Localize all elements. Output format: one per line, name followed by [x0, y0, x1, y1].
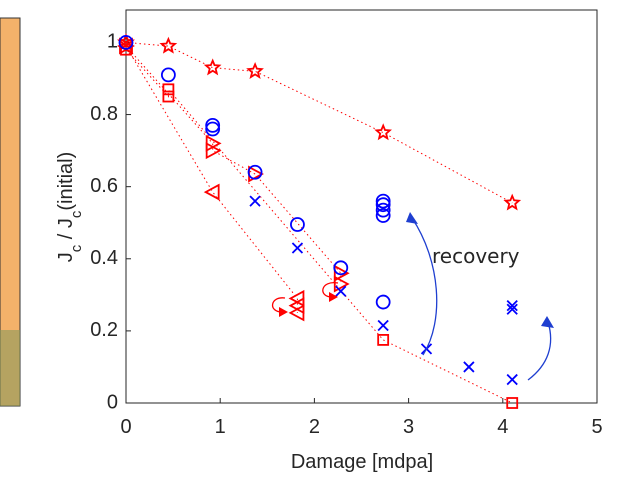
data-point [375, 202, 391, 218]
annotation: recovery [432, 244, 520, 268]
data-point [246, 61, 264, 79]
data-point [377, 334, 390, 346]
data-point [377, 319, 389, 332]
recovery-arrow [271, 297, 286, 313]
side-panel-detail [0, 330, 20, 406]
data-point [506, 397, 519, 409]
data-point [335, 285, 347, 297]
data-point [503, 193, 522, 211]
data-point [375, 208, 391, 223]
data-point [375, 294, 391, 310]
y-axis-label-run: J [55, 252, 77, 262]
y-axis-label: Jc / Jc(initial) [55, 152, 85, 263]
data-point [374, 123, 392, 141]
y-tick-label: 1 [107, 31, 118, 53]
y-tick-label: 0 [107, 391, 118, 413]
data-point [249, 195, 261, 207]
arrow-head [279, 307, 288, 317]
x-tick-label: 0 [120, 416, 131, 438]
y-tick-label: 0.4 [90, 247, 118, 269]
data-point [506, 300, 518, 312]
data-point [162, 83, 175, 96]
data-point [205, 117, 221, 133]
data-point [203, 58, 222, 76]
recovery-arrow [411, 217, 438, 356]
axes-box [125, 9, 598, 404]
series-line [125, 45, 298, 313]
y-tick-label: 0.6 [90, 175, 118, 197]
data-point [203, 183, 220, 201]
x-tick-label: 3 [403, 416, 414, 438]
data-point [159, 36, 178, 54]
x-tick-label: 5 [591, 416, 602, 438]
data-point [291, 242, 304, 254]
series-line [125, 41, 513, 204]
data-point [160, 67, 176, 83]
data-point [375, 193, 391, 209]
data-point [333, 264, 350, 282]
data-point [333, 260, 349, 276]
y-axis-label-run: c [68, 210, 85, 218]
data-point [375, 197, 391, 213]
data-point [205, 142, 222, 160]
x-axis-label: Damage [mdpa] [291, 451, 433, 473]
data-point [506, 303, 518, 315]
data-point [120, 43, 132, 56]
data-point [288, 304, 305, 322]
arrow-head [541, 316, 554, 328]
y-tick-label: 0.8 [90, 103, 118, 125]
recovery-arrow [322, 282, 339, 298]
x-tick-label: 4 [497, 416, 508, 438]
data-point [333, 275, 350, 293]
series-line [125, 49, 513, 404]
y-tick-label: 0.2 [90, 319, 118, 341]
arrows [271, 212, 554, 381]
arrow-head [329, 292, 338, 302]
data-point [205, 121, 221, 137]
data-point [463, 361, 475, 373]
y-axis-label-run: c [68, 244, 85, 252]
series-line [125, 45, 342, 284]
x-tick-label: 2 [309, 416, 320, 438]
data-point [118, 35, 134, 50]
y-axis-label-run: / J [55, 218, 77, 245]
data-point [506, 373, 518, 386]
arrow-head [406, 212, 418, 224]
x-tick-label: 1 [215, 416, 226, 438]
data-point [288, 297, 305, 315]
plot-area: 0 1 2 3 4 5 0 0.2 0.4 0.6 0.8 1 [90, 9, 603, 438]
data-point [162, 90, 175, 103]
data-point [290, 217, 305, 232]
recovery-arrow [527, 321, 552, 381]
data-point [247, 164, 263, 180]
y-axis-label-run: (initial) [55, 152, 77, 211]
